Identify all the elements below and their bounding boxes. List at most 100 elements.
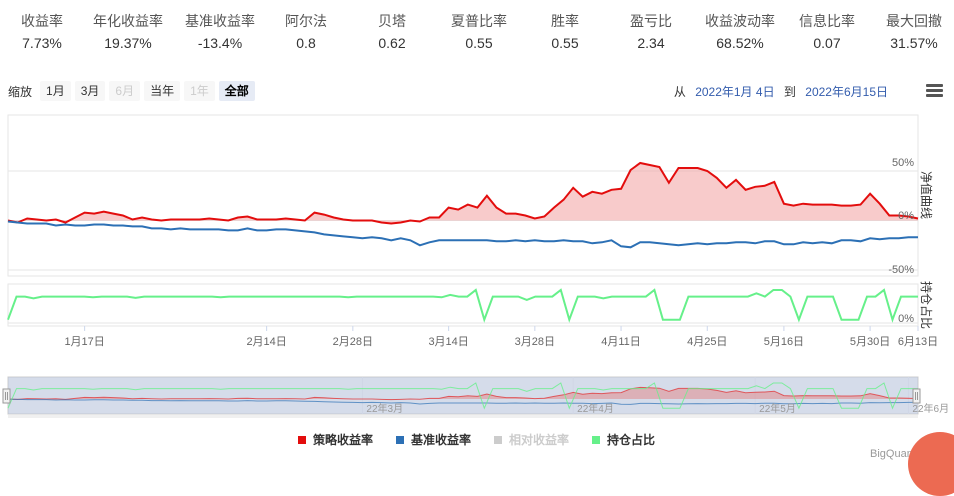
chart-legend: 策略收益率 基准收益率 相对收益率 持仓占比 bbox=[0, 431, 954, 447]
zoom-6-month-button[interactable]: 6月 bbox=[109, 81, 141, 101]
zoom-ytd-button[interactable]: 当年 bbox=[144, 81, 181, 101]
navigator-grid bbox=[361, 377, 909, 414]
metric-label: 贝塔 bbox=[378, 13, 406, 29]
x-tick-label: 2月14日 bbox=[246, 336, 286, 348]
zoom-selector: 缩放 1月 3月 6月 当年 1年 全部 bbox=[8, 80, 259, 102]
navigator-label: 22年5月 bbox=[759, 402, 796, 415]
x-tick-label: 1月17日 bbox=[64, 336, 104, 348]
metric-value: 0.55 bbox=[465, 35, 493, 51]
zoom-label: 缩放 bbox=[8, 84, 33, 99]
metric-sharpe: 夏普比率 0.55 bbox=[447, 12, 511, 53]
metric-benchmark-return: 基准收益率 -13.4% bbox=[182, 12, 258, 53]
metric-return: 收益率 7.73% bbox=[18, 12, 66, 53]
metric-value: 0.07 bbox=[813, 35, 841, 51]
navigator-strategy-area bbox=[8, 387, 918, 400]
legend-label: 基准收益率 bbox=[411, 433, 472, 447]
legend-swatch bbox=[494, 435, 502, 444]
navigator-scrollbar[interactable] bbox=[8, 415, 918, 418]
y-tick-label: 50% bbox=[892, 157, 914, 169]
metric-value: 7.73% bbox=[22, 35, 62, 51]
metric-volatility: 收益波动率 68.52% bbox=[702, 12, 778, 53]
y-tick-label: 0% bbox=[898, 210, 914, 222]
x-axis: 1月17日 2月14日 2月28日 3月14日 3月28日 4月11日 4月25日 5月16日… bbox=[64, 326, 938, 348]
metric-label: 信息比率 bbox=[799, 13, 855, 29]
x-tick-label: 4月25日 bbox=[687, 336, 727, 348]
navigator-labels: 22年3月 22年4月 22年5月 22年6月 bbox=[366, 402, 949, 415]
x-tick-label: 4月11日 bbox=[601, 336, 641, 348]
main-panel-frame bbox=[7, 114, 919, 277]
legend-item-strategy[interactable]: 策略收益率 bbox=[298, 431, 373, 448]
x-tick-label: 3月14日 bbox=[428, 336, 468, 348]
metric-label: 收益波动率 bbox=[705, 13, 775, 29]
metric-value: -13.4% bbox=[197, 35, 243, 51]
range-from-label: 从 bbox=[673, 85, 686, 99]
benchmark-line bbox=[7, 220, 918, 249]
metric-value: 0.55 bbox=[551, 35, 579, 51]
metric-annual-return: 年化收益率 19.37% bbox=[92, 12, 164, 53]
navigator[interactable]: 22年3月 22年4月 22年5月 22年6月 bbox=[2, 376, 949, 415]
legend-item-relative[interactable]: 相对收益率 bbox=[494, 431, 569, 448]
navigator-benchmark-line bbox=[7, 398, 918, 405]
metric-value: 0.62 bbox=[378, 35, 406, 51]
metric-win-rate: 胜率 0.55 bbox=[545, 12, 585, 53]
strategy-area bbox=[8, 163, 918, 224]
navigator-selection[interactable] bbox=[8, 377, 918, 414]
navigator-left-handle[interactable] bbox=[2, 388, 11, 404]
metric-alpha: 阿尔法 0.8 bbox=[282, 12, 330, 53]
navigator-label: 22年4月 bbox=[577, 402, 614, 415]
metric-information-ratio: 信息比率 0.07 bbox=[797, 12, 857, 53]
metric-label: 年化收益率 bbox=[93, 13, 163, 29]
hamburger-menu-icon[interactable] bbox=[926, 84, 943, 98]
navigator-label: 22年6月 bbox=[912, 402, 949, 415]
zoom-1-month-button[interactable]: 1月 bbox=[40, 81, 71, 101]
legend-label: 相对收益率 bbox=[509, 433, 570, 447]
metric-beta: 贝塔 0.62 bbox=[372, 12, 412, 53]
legend-item-benchmark[interactable]: 基准收益率 bbox=[396, 431, 471, 448]
position-line bbox=[7, 288, 918, 323]
legend-swatch bbox=[592, 435, 600, 444]
navigator-position-line bbox=[7, 382, 918, 410]
position-panel-frame bbox=[7, 283, 919, 327]
x-tick-label: 5月30日 bbox=[850, 336, 890, 348]
metric-max-drawdown: 最大回撤 31.57% bbox=[884, 12, 944, 53]
metrics-bar: 收益率 7.73% 年化收益率 19.37% 基准收益率 -13.4% 阿尔法 … bbox=[0, 12, 954, 56]
range-to-label: 到 bbox=[783, 85, 796, 99]
legend-label: 策略收益率 bbox=[313, 433, 374, 447]
x-tick-label: 5月16日 bbox=[764, 336, 804, 348]
y-tick-label: 0% bbox=[898, 313, 914, 325]
range-to-input[interactable]: 2022年6月15日 bbox=[805, 85, 888, 99]
metric-value: 0.8 bbox=[296, 35, 316, 51]
x-tick-label: 6月13日 bbox=[898, 336, 938, 348]
navigator-frame bbox=[7, 376, 919, 415]
x-tick-label: 2月28日 bbox=[333, 336, 373, 348]
strategy-line bbox=[7, 161, 919, 225]
navigator-strategy-line bbox=[7, 386, 919, 401]
zoom-3-month-button[interactable]: 3月 bbox=[74, 81, 106, 101]
legend-label: 持仓占比 bbox=[607, 433, 656, 447]
navigator-label: 22年3月 bbox=[366, 402, 403, 415]
zoom-1-year-button[interactable]: 1年 bbox=[184, 81, 215, 101]
metric-label: 阿尔法 bbox=[285, 13, 327, 29]
metric-value: 2.34 bbox=[637, 35, 665, 51]
metric-value: 19.37% bbox=[104, 35, 152, 51]
position-panel-title: 持仓占比 bbox=[919, 281, 934, 329]
metric-value: 68.52% bbox=[716, 35, 764, 51]
zoom-all-button[interactable]: 全部 bbox=[218, 81, 255, 101]
y-tick-label: -50% bbox=[888, 264, 914, 276]
legend-swatch bbox=[298, 435, 306, 444]
range-from-input[interactable]: 2022年1月 4日 bbox=[695, 85, 775, 99]
x-tick-label: 3月28日 bbox=[515, 336, 555, 348]
metric-label: 最大回撤 bbox=[886, 13, 942, 29]
main-panel-title: 净值曲线 bbox=[919, 171, 934, 219]
date-range: 从 2022年1月 4日 到 2022年6月15日 bbox=[674, 83, 894, 100]
metric-label: 盈亏比 bbox=[630, 13, 672, 29]
metric-value: 31.57% bbox=[890, 35, 938, 51]
metric-label: 夏普比率 bbox=[451, 13, 507, 29]
backtest-chart: 净值曲线 50% 0% -50% 持仓占比 0% 1月17日 2月14日 2月28日… bbox=[2, 114, 949, 418]
metric-profit-loss-ratio: 盈亏比 2.34 bbox=[627, 12, 675, 53]
legend-swatch bbox=[396, 435, 404, 444]
metric-label: 基准收益率 bbox=[185, 13, 255, 29]
navigator-right-handle[interactable] bbox=[912, 388, 921, 404]
legend-item-position[interactable]: 持仓占比 bbox=[592, 431, 655, 448]
metric-label: 收益率 bbox=[21, 13, 63, 29]
